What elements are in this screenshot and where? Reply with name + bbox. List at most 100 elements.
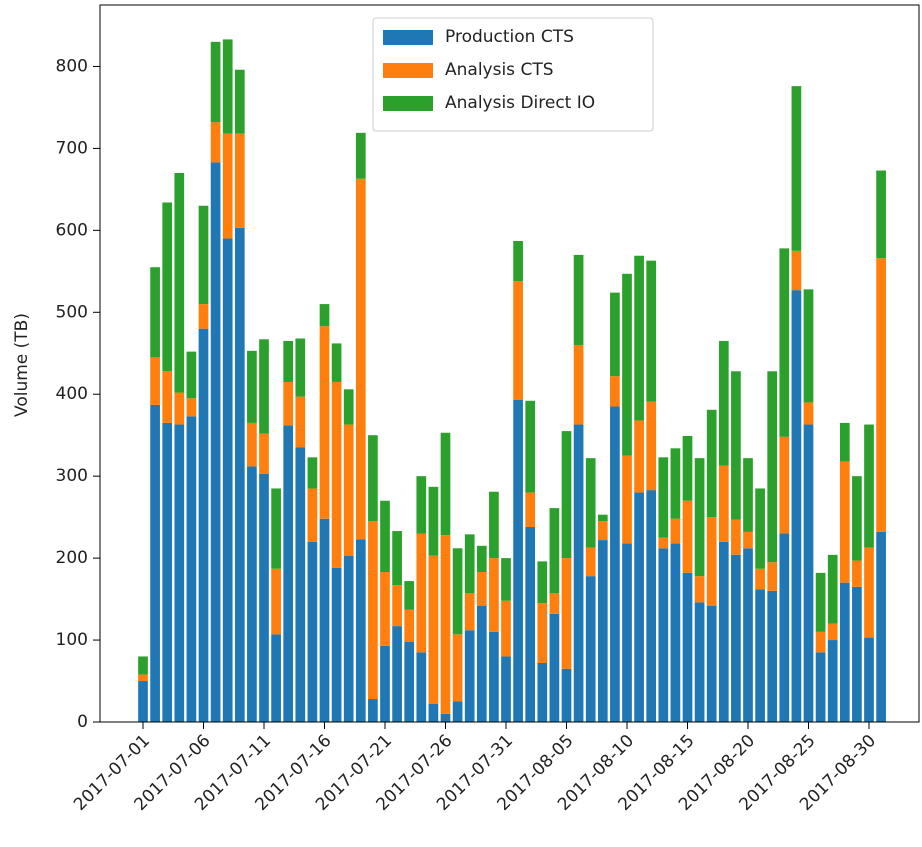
bar-segment xyxy=(380,645,390,722)
bar-segment xyxy=(368,521,378,700)
bar-segment xyxy=(767,371,778,563)
bar-segment xyxy=(210,41,221,123)
bar-segment xyxy=(658,457,669,538)
bar-segment xyxy=(343,424,354,556)
bar-segment xyxy=(634,492,644,722)
bar-segment xyxy=(876,531,886,722)
bar-segment xyxy=(404,581,415,610)
bar-segment xyxy=(779,436,790,534)
bar-segment xyxy=(864,637,874,722)
bar-segment xyxy=(852,476,862,561)
bar-segment xyxy=(198,205,209,305)
bar-segment xyxy=(682,500,693,573)
bar-segment xyxy=(561,668,572,722)
y-tick-label: 700 xyxy=(56,138,88,158)
bar-segment xyxy=(331,343,342,382)
bar-segment xyxy=(876,170,886,259)
y-tick-label: 300 xyxy=(56,466,88,486)
bar-segment xyxy=(271,568,281,635)
bar-segment xyxy=(537,561,548,604)
bar-segment xyxy=(452,634,463,702)
bar-segment xyxy=(549,613,560,722)
bar-segment xyxy=(622,273,632,456)
bar-segment xyxy=(634,420,644,493)
bar-segment xyxy=(525,492,536,527)
bar-segment xyxy=(839,422,850,462)
bar-segment xyxy=(597,514,608,522)
bar-segment xyxy=(839,582,850,722)
bar-segment xyxy=(646,401,657,491)
bar-segment xyxy=(561,431,572,559)
bar-segment xyxy=(525,400,536,493)
bar-segment xyxy=(186,416,197,722)
bar-segment xyxy=(464,630,475,722)
bar-segment xyxy=(368,699,378,722)
bar-segment xyxy=(791,250,802,291)
bar-segment xyxy=(428,703,439,722)
bar-segment xyxy=(839,461,850,583)
bar-segment xyxy=(440,432,451,536)
bar-segment xyxy=(416,533,427,653)
bar-segment xyxy=(694,576,705,603)
legend-label: Analysis CTS xyxy=(445,60,554,80)
bar-segment xyxy=(622,543,632,722)
bar-segment xyxy=(694,458,705,577)
bar-segment xyxy=(150,267,160,358)
bar-segment xyxy=(670,518,681,544)
bar-segment xyxy=(585,576,596,722)
bar-segment xyxy=(247,466,257,722)
bar-segment xyxy=(489,491,499,559)
bar-segment xyxy=(452,701,463,722)
bar-segment xyxy=(234,69,245,134)
bar-segment xyxy=(670,543,681,722)
bar-segment xyxy=(513,399,523,722)
bar-segment xyxy=(658,548,669,722)
axes-frame xyxy=(99,4,920,723)
bar-segment xyxy=(404,609,415,642)
bar-segment xyxy=(646,260,657,402)
legend-swatch xyxy=(383,96,433,111)
bar-segment xyxy=(150,404,160,722)
bar-segment xyxy=(731,554,741,722)
bar-segment xyxy=(174,424,185,722)
bar-segment xyxy=(234,227,245,722)
bar-segment xyxy=(779,248,790,437)
bar-segment xyxy=(392,626,402,722)
bar-segment xyxy=(355,178,366,540)
bar-segment xyxy=(355,539,366,722)
bar-segment xyxy=(585,547,596,577)
bar-segment xyxy=(501,558,511,601)
bar-segment xyxy=(682,436,693,501)
legend-box xyxy=(372,17,654,132)
bar-segment xyxy=(186,398,197,417)
legend-swatch xyxy=(383,63,433,78)
bar-segment xyxy=(597,540,608,722)
bar-segment xyxy=(380,500,390,573)
bar-segment xyxy=(791,290,802,722)
bar-segment xyxy=(295,447,306,722)
bar-segment xyxy=(827,640,838,722)
bar-segment xyxy=(416,476,427,534)
bar-segment xyxy=(815,572,826,632)
bar-segment xyxy=(259,433,269,474)
bar-segment xyxy=(597,521,608,541)
y-tick-label: 600 xyxy=(56,220,88,240)
bar-segment xyxy=(513,240,523,282)
bar-segment xyxy=(440,535,451,714)
bar-segment xyxy=(827,554,838,624)
y-tick-label: 800 xyxy=(56,56,88,76)
bar-segment xyxy=(852,586,862,722)
bar-segment xyxy=(682,572,693,722)
bar-segment xyxy=(222,238,233,722)
bar-segment xyxy=(706,409,717,518)
bar-segment xyxy=(634,255,644,421)
bar-segment xyxy=(464,534,475,594)
bar-segment xyxy=(525,526,536,722)
bar-segment xyxy=(610,376,620,407)
bar-segment xyxy=(162,422,173,722)
bar-segment xyxy=(404,641,415,722)
bar-segment xyxy=(222,133,233,239)
bar-segment xyxy=(876,258,886,532)
y-tick-label: 100 xyxy=(56,630,88,650)
bar-segment xyxy=(755,568,765,590)
